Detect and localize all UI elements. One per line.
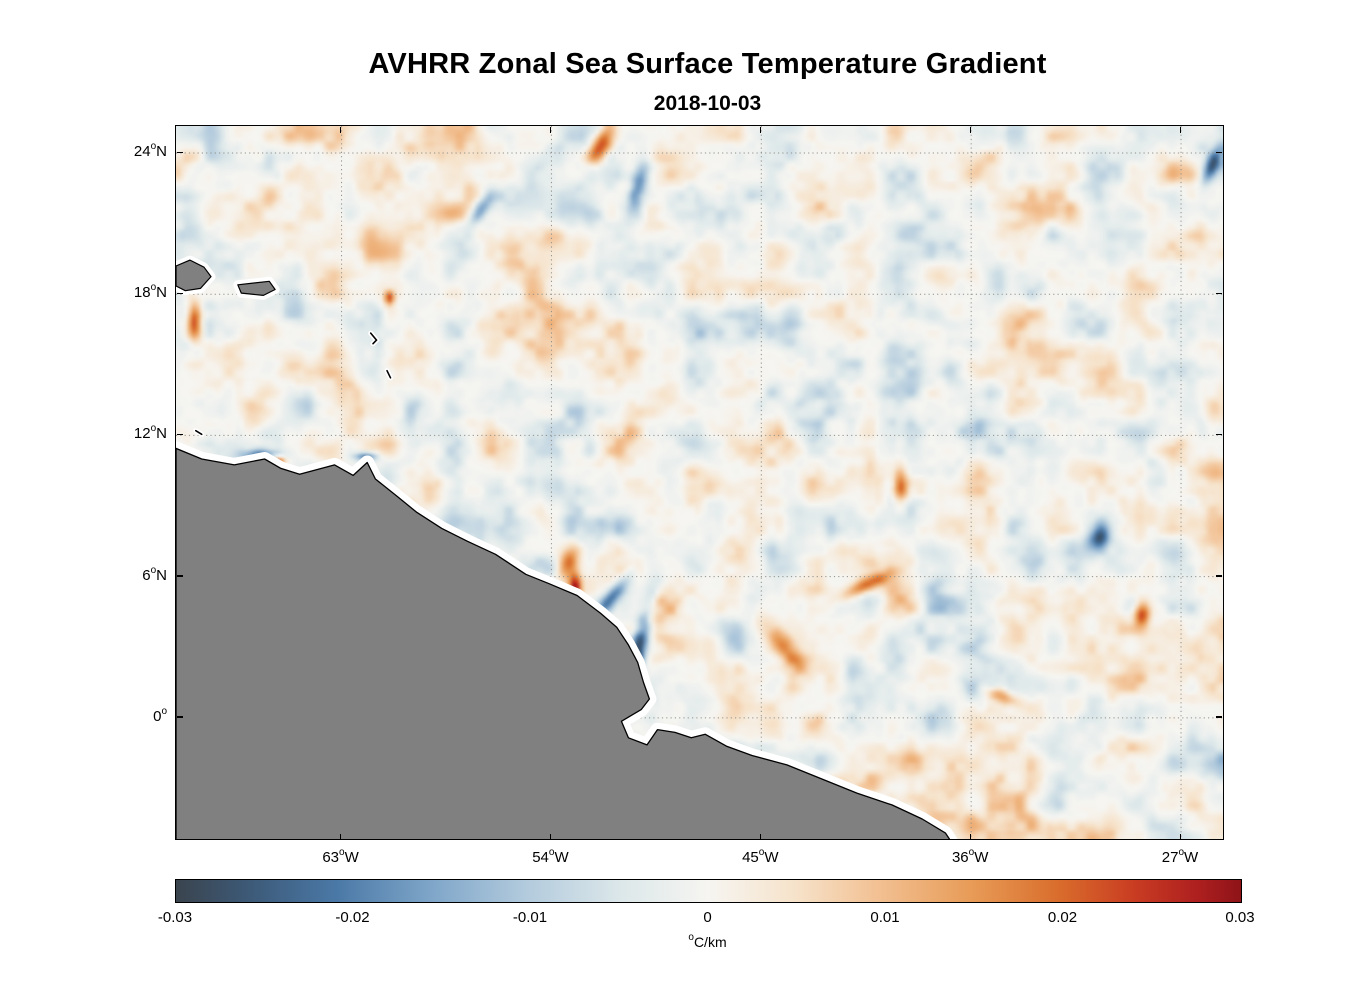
- landmass-south-america: [176, 447, 951, 839]
- chart-subtitle-date: 2018-10-03: [653, 92, 762, 115]
- x-tick-label: 45oW: [742, 847, 779, 867]
- colorbar-tick-label: -0.02: [335, 909, 370, 926]
- small-island-mark: [195, 429, 203, 436]
- colorbar-tick-label: 0: [703, 909, 712, 926]
- y-tick-label: 24oN: [133, 141, 167, 161]
- colorbar-tick-label: 0.02: [1047, 909, 1078, 926]
- small-island-mark: [369, 332, 378, 345]
- x-tick-label: 27oW: [1161, 847, 1199, 867]
- colorbar-tick-label: -0.01: [512, 909, 548, 926]
- y-tick-label: 18oN: [133, 282, 167, 302]
- unit-text: C/km: [693, 934, 727, 950]
- y-tick-label: 0o: [153, 705, 167, 725]
- colorbar-gradient: [176, 880, 1241, 902]
- map-overlay-svg: [176, 126, 1223, 839]
- colorbar-tick-label: -0.03: [157, 909, 193, 926]
- colorbar: [175, 879, 1242, 903]
- map-plot-area: [175, 125, 1224, 840]
- degree-symbol: o: [688, 932, 694, 944]
- island: [237, 280, 276, 296]
- colorbar-tick-label: 0.03: [1225, 909, 1255, 926]
- x-tick-label: 54oW: [532, 847, 569, 867]
- island: [176, 259, 212, 292]
- chart-title: AVHRR Zonal Sea Surface Temperature Grad…: [368, 48, 1047, 80]
- colorbar-unit-label: oC/km: [175, 932, 1240, 950]
- colorbar-tick-label: 0.01: [870, 909, 900, 926]
- x-tick-label: 36oW: [951, 847, 989, 867]
- small-island-mark: [386, 369, 392, 379]
- y-tick-label: 12oN: [133, 423, 167, 443]
- x-tick-label: 63oW: [322, 847, 359, 867]
- y-tick-label: 6oN: [142, 564, 167, 584]
